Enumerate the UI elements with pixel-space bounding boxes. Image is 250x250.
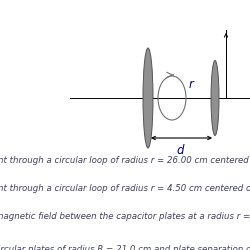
- Text: nt through a circular loop of radius r = 4.50 cm centered on the axis of the cap: nt through a circular loop of radius r =…: [0, 184, 250, 193]
- Text: $r$: $r$: [188, 78, 196, 90]
- Text: ircular plates of radius R = 21.0 cm and plate separation d = 3.50 mm is bein: ircular plates of radius R = 21.0 cm and…: [0, 245, 250, 250]
- Text: nt through a circular loop of radius r = 26.00 cm centered on the axis of the ca: nt through a circular loop of radius r =…: [0, 156, 250, 165]
- Text: $d$: $d$: [176, 143, 186, 157]
- Text: nagnetic field between the capacitor plates at a radius r = 4.50 cm from the ax: nagnetic field between the capacitor pla…: [0, 212, 250, 221]
- Ellipse shape: [211, 60, 219, 136]
- Ellipse shape: [143, 48, 153, 148]
